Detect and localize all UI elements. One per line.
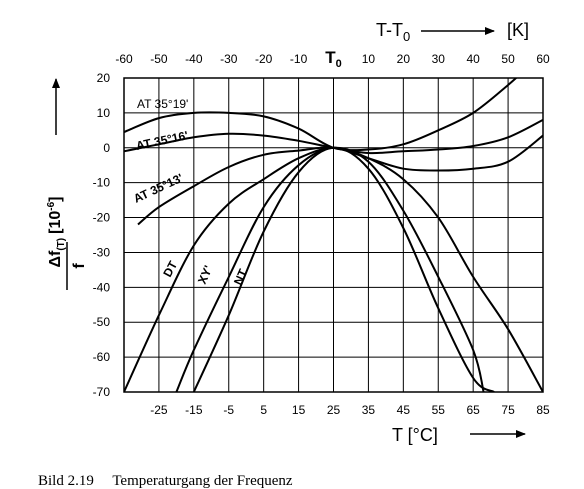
top-tick-label: -40 <box>185 52 203 66</box>
y-tick-label: -20 <box>93 211 111 225</box>
x-tick-label: 5 <box>260 403 267 417</box>
x-tick-label: 55 <box>432 403 446 417</box>
top-tick-label: 20 <box>397 52 411 66</box>
curves <box>124 78 543 392</box>
y-tick-label: -50 <box>93 315 111 329</box>
top-tick-label: -20 <box>255 52 273 66</box>
top-tick-label: -60 <box>115 52 133 66</box>
label-dt: DT <box>160 258 180 279</box>
top-tick-label: 50 <box>501 52 515 66</box>
top-tick-label: T0 <box>325 48 342 70</box>
top-tick-label: -30 <box>220 52 238 66</box>
x-tick-label: -5 <box>223 403 234 417</box>
y-tick-label: 10 <box>97 106 111 120</box>
label-at-35-19: AT 35°19' <box>137 97 188 111</box>
label-nt: NT <box>231 266 251 287</box>
top-axis-ticks: -60 -50 -40 -30 -20 -10 T0 10 20 30 40 50 60 <box>115 48 550 70</box>
grid <box>124 78 544 392</box>
top-tick-label: 30 <box>432 52 446 66</box>
top-tick-label: -50 <box>150 52 168 66</box>
x-tick-label: 45 <box>397 403 411 417</box>
x-tick-label: 75 <box>501 403 515 417</box>
svg-text:f: f <box>71 263 88 269</box>
y-tick-label: -70 <box>93 385 111 399</box>
series-line-4 <box>175 146 485 392</box>
y-tick-label: -10 <box>93 176 111 190</box>
x-tick-label: -15 <box>185 403 203 417</box>
bottom-axis-ticks: -25 -15 -5 5 15 25 35 45 55 65 75 85 <box>150 403 550 417</box>
y-tick-label: 20 <box>97 71 111 85</box>
top-tick-label: 40 <box>466 52 480 66</box>
top-tick-label: 60 <box>536 52 550 66</box>
y-tick-label: -30 <box>93 245 111 259</box>
y-tick-label: -40 <box>93 280 111 294</box>
y-axis-ticks: 20 10 0 -10 -20 -30 -40 -50 -60 -70 <box>93 71 111 399</box>
bottom-axis-title: T [°C] <box>392 425 438 445</box>
label-at-35-16: AT 35°16' <box>135 128 190 153</box>
x-tick-label: 15 <box>292 403 306 417</box>
x-tick-label: 35 <box>362 403 376 417</box>
label-at-35-13: AT 35°13' <box>131 171 185 206</box>
series-line-5 <box>192 146 495 392</box>
figure-caption: Bild 2.19 Temperaturgang der Frequenz <box>38 473 293 489</box>
x-tick-label: 65 <box>466 403 480 417</box>
y-axis-label: Δf(T)[10-6] f <box>46 197 88 290</box>
label-xy: XY' <box>195 263 216 286</box>
top-tick-label: 10 <box>362 52 376 66</box>
y-tick-label: 0 <box>103 141 110 155</box>
svg-text:Δf(T)[10-6]: Δf(T)[10-6] <box>46 197 67 268</box>
y-tick-label: -60 <box>93 350 111 364</box>
top-axis-unit: [K] <box>507 20 529 40</box>
x-tick-label: 85 <box>536 403 550 417</box>
top-axis-title: T-T0 <box>376 20 410 44</box>
top-tick-label: -10 <box>290 52 308 66</box>
x-tick-label: -25 <box>150 403 168 417</box>
x-tick-label: 25 <box>327 403 341 417</box>
